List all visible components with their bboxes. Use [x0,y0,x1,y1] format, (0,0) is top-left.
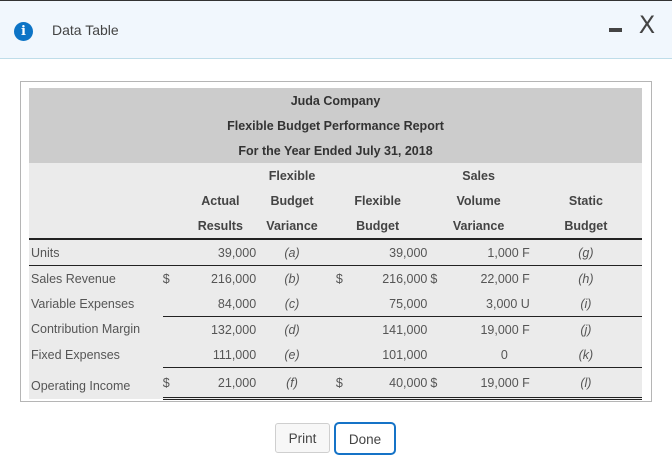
minimize-button[interactable] [609,21,623,37]
dialog-titlebar: i Data Table X [0,0,672,59]
print-button[interactable]: Print [275,423,330,453]
table-row-contribution-margin: Contribution Margin 132,000 (d) 141,000 … [29,316,642,342]
col-header: Variance [427,213,530,240]
flexible-budget-report-table: Juda Company Flexible Budget Performance… [29,88,642,400]
info-icon: i [14,22,33,41]
done-button[interactable]: Done [334,422,396,455]
data-table-frame [20,81,652,402]
col-header: Sales [427,163,530,188]
col-header: Budget [529,213,642,240]
dialog-title: Data Table [52,22,119,38]
close-button[interactable]: X [636,12,658,38]
col-header [184,163,257,188]
col-header: Actual [184,188,257,213]
table-row-variable-expenses: Variable Expenses 84,000 (c) 75,000 3,00… [29,291,642,317]
close-icon: X [638,11,656,39]
company-name: Juda Company [29,88,642,113]
report-title: Flexible Budget Performance Report [29,113,642,138]
col-header [327,163,428,188]
col-header: Flexible [256,163,328,188]
col-header: Volume [427,188,530,213]
col-header: Results [184,213,257,240]
col-header: Budget [327,213,428,240]
report-period: For the Year Ended July 31, 2018 [29,138,642,163]
col-header: Static [529,188,642,213]
col-header: Flexible [327,188,428,213]
table-row-operating-income: Operating Income $ 21,000 (f) $ 40,000 $… [29,367,642,400]
table-row-sales-revenue: Sales Revenue $ 216,000 (b) $ 216,000 $ … [29,265,642,291]
table-row-fixed-expenses: Fixed Expenses 111,000 (e) 101,000 0 (k) [29,342,642,368]
col-header: Budget [256,188,328,213]
table-row-units: Units 39,000 (a) 39,000 1,000 F (g) [29,239,642,266]
col-header: Variance [256,213,328,240]
col-header [529,163,642,188]
